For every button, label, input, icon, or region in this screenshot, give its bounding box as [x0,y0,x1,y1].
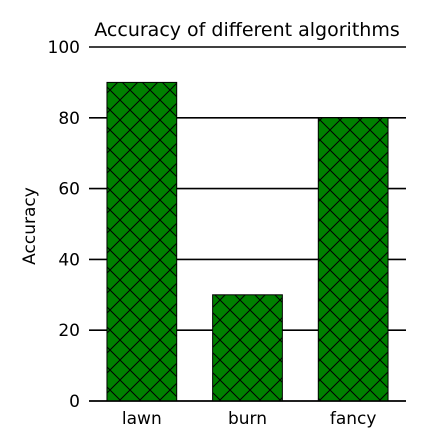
chart-title: Accuracy of different algorithms [94,19,399,41]
y-axis-label: Accuracy [20,187,40,265]
bar-fancy [317,117,389,402]
x-tick-label-lawn: lawn [122,409,162,429]
x-tick-label-burn: burn [228,409,267,429]
tick-labels: 0 20 40 60 80 100 lawn burn fancy [48,38,406,429]
y-tick-label: 20 [58,321,80,341]
y-tick-label: 60 [58,180,80,200]
x-tick-label-fancy: fancy [330,409,377,429]
y-tick-label: 100 [48,38,80,58]
bar-lawn [106,81,178,402]
bars [106,81,389,402]
bar-burn [212,294,283,402]
y-tick-label: 80 [58,109,80,129]
y-tick-label: 0 [69,392,80,412]
y-tick-label: 40 [58,250,80,270]
